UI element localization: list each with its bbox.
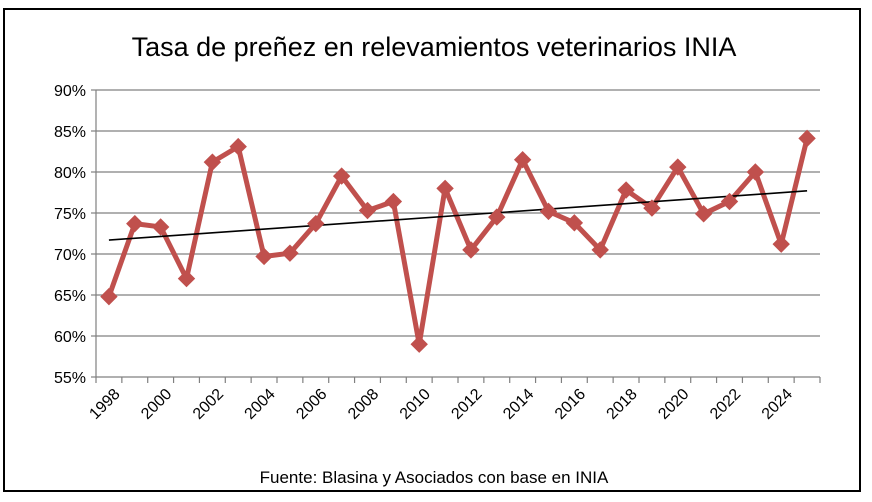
x-tick-label: 2002 [190, 386, 227, 423]
data-point-marker [669, 158, 687, 176]
y-tick-label: 60% [54, 329, 86, 346]
x-tick-labels: 1998 2000 2002 2004 2006 2008 2010 2012 2014 2016… [86, 386, 796, 423]
x-tick-label: 2000 [138, 386, 175, 423]
x-tick-label: 2012 [448, 386, 485, 423]
series-line-path [106, 137, 810, 347]
data-point-marker [281, 244, 299, 262]
data-point-marker [203, 153, 222, 171]
x-tick-label: 2024 [759, 386, 796, 423]
data-point-marker [255, 247, 273, 266]
trendline [108, 190, 808, 241]
data-point-marker [565, 214, 584, 232]
x-tick-label: 2010 [397, 386, 434, 423]
x-tick-label: 2008 [345, 386, 382, 423]
data-point-marker [720, 192, 739, 211]
data-point-marker [358, 201, 377, 220]
data-point-marker [100, 287, 118, 306]
y-tick-label: 70% [54, 247, 86, 264]
y-tick-label: 80% [54, 165, 86, 182]
data-point-marker [151, 218, 170, 236]
data-point-marker [488, 208, 506, 226]
data-point-marker [384, 192, 403, 211]
data-point-marker [539, 202, 558, 221]
data-point-marker [177, 269, 196, 288]
y-tick-label: 65% [54, 288, 86, 305]
data-point-marker [332, 167, 351, 185]
data-point-marker [436, 179, 454, 198]
data-point-marker [746, 163, 765, 181]
axes [91, 89, 821, 383]
x-tick-label: 2018 [604, 386, 641, 423]
data-point-marker [126, 214, 144, 233]
trendline-path [108, 190, 808, 241]
x-tick-label: 2016 [552, 386, 589, 423]
x-tick-label: 2014 [500, 386, 537, 423]
series-line [106, 137, 810, 347]
chart-frame: Tasa de preñez en relevamientos veterina… [3, 8, 861, 492]
y-tick-label: 90% [54, 83, 86, 100]
data-point-marker [798, 129, 816, 148]
data-point-marker [513, 150, 532, 169]
data-point-marker [307, 214, 325, 233]
chart-title: Tasa de preñez en relevamientos veterina… [131, 32, 737, 62]
data-point-marker [772, 235, 790, 253]
x-tick-label: 2004 [242, 386, 279, 423]
data-point-marker [694, 205, 713, 223]
data-point-marker [591, 241, 609, 259]
data-point-marker [410, 335, 428, 353]
x-tick-label: 2022 [707, 386, 744, 423]
data-point-marker [229, 137, 247, 156]
y-tick-label: 85% [54, 124, 86, 141]
data-point-marker [462, 241, 480, 259]
y-tick-label: 55% [54, 370, 86, 387]
series-markers [100, 129, 816, 353]
y-tick-label: 75% [54, 206, 86, 223]
y-tick-labels: 90% 85% 80% 75% 70% 65% 60% 55% [54, 83, 86, 387]
source-note: Fuente: Blasina y Asociados con base en … [259, 468, 609, 487]
x-tick-label: 2006 [293, 386, 330, 423]
data-point-marker [617, 181, 635, 199]
x-tick-label: 2020 [655, 386, 692, 423]
data-point-marker [643, 199, 661, 217]
x-tick-label: 1998 [86, 386, 123, 423]
